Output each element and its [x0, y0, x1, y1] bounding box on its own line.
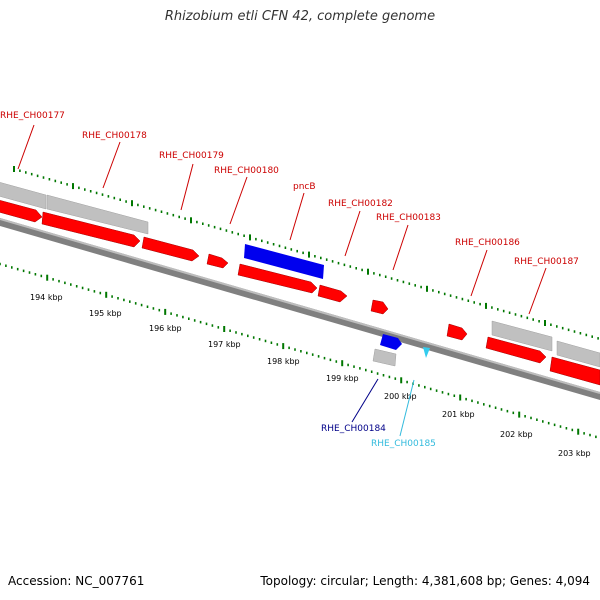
leader-RHE_CH00182 — [344, 210, 361, 257]
gene-labels: RHE_CH00177 RHE_CH00178 RHE_CH00179 RHE_… — [0, 111, 579, 449]
gene-RHE_CH00184-grey[interactable] — [372, 348, 397, 367]
gene-label[interactable]: RHE_CH00186 — [455, 238, 520, 248]
gene-label[interactable]: RHE_CH00177 — [0, 111, 65, 121]
genome-summary: Topology: circular; Length: 4,381,608 bp… — [260, 574, 590, 588]
gene-label[interactable]: RHE_CH00183 — [376, 213, 441, 223]
gene-pncB[interactable] — [244, 244, 324, 279]
scale-label: 196 kbp — [149, 324, 182, 333]
gene-RHE_CH00185[interactable] — [423, 347, 430, 358]
gene-RHE_CH00187[interactable] — [556, 340, 600, 368]
map-title: Rhizobium etli CFN 42, complete genome — [164, 9, 436, 24]
scale-label: 195 kbp — [89, 309, 122, 318]
gene-RHE_CH00186[interactable] — [491, 320, 553, 352]
scale-label: 197 kbp — [208, 340, 241, 349]
gene-label[interactable]: RHE_CH00185 — [371, 439, 436, 449]
leader-RHE_CH00179 — [180, 163, 194, 211]
gene-red[interactable] — [41, 211, 141, 248]
gene-label[interactable]: RHE_CH00178 — [82, 131, 147, 141]
gene-red[interactable] — [446, 323, 468, 341]
gene-red[interactable] — [206, 253, 229, 269]
gene-label[interactable]: RHE_CH00182 — [328, 199, 393, 209]
scale-label: 198 kbp — [267, 357, 300, 366]
leader-RHE_CH00177 — [17, 124, 35, 170]
pseudo-genes — [0, 181, 600, 368]
leader-RHE_CH00184 — [351, 378, 379, 423]
scale-label: 194 kbp — [30, 293, 63, 302]
scale-labels: 194 kbp 195 kbp 196 kbp 197 kbp 198 kbp … — [30, 293, 591, 458]
gene-red[interactable] — [485, 336, 547, 364]
gene-red[interactable] — [549, 356, 600, 386]
scale-label: 199 kbp — [326, 374, 359, 383]
gene-red[interactable] — [141, 236, 200, 262]
leader-RHE_CH00187 — [528, 267, 547, 315]
leader-pncB — [289, 192, 305, 241]
scale-label: 202 kbp — [500, 430, 533, 439]
gene-red[interactable] — [370, 299, 389, 315]
scale-label: 201 kbp — [442, 410, 475, 419]
scale-label: 203 kbp — [558, 449, 591, 458]
gene-RHE_CH00178-outer[interactable] — [46, 194, 149, 235]
forward-genes — [0, 199, 600, 386]
outer-tick-band — [13, 166, 599, 340]
leader-RHE_CH00178 — [102, 141, 121, 189]
gene-label[interactable]: pncB — [293, 182, 316, 192]
gene-red[interactable] — [237, 263, 318, 294]
scale-tick-band — [0, 262, 597, 439]
leader-RHE_CH00180 — [229, 176, 248, 225]
scale-label: 200 kbp — [384, 392, 417, 401]
gene-label[interactable]: RHE_CH00180 — [214, 166, 279, 176]
leader-RHE_CH00186 — [470, 249, 488, 297]
leader-RHE_CH00183 — [392, 224, 409, 271]
backbone-highlight — [0, 218, 600, 394]
gene-RHE_CH00177[interactable] — [0, 181, 47, 210]
gene-label[interactable]: RHE_CH00187 — [514, 257, 579, 267]
label-leaders — [17, 124, 547, 437]
gene-red[interactable] — [0, 199, 43, 223]
gene-label[interactable]: RHE_CH00184 — [321, 424, 386, 434]
gene-red[interactable] — [317, 284, 348, 303]
gene-RHE_CH00184[interactable] — [380, 334, 402, 350]
accession-info: Accession: NC_007761 — [8, 574, 145, 588]
leader-RHE_CH00185 — [399, 379, 415, 437]
gene-label[interactable]: RHE_CH00179 — [159, 151, 224, 161]
